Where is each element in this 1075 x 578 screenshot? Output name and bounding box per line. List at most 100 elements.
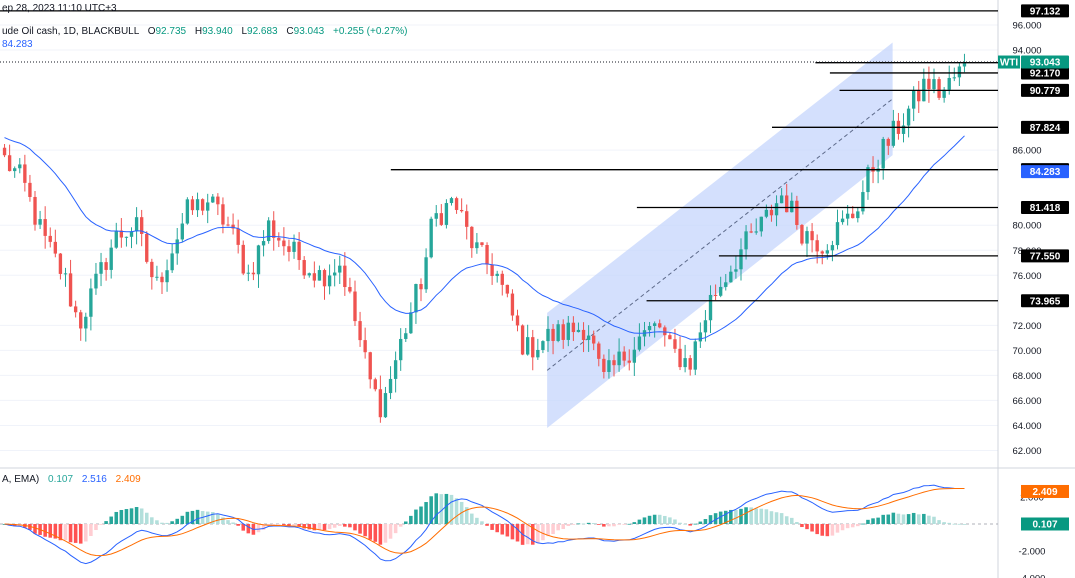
macd-histogram-bar bbox=[784, 516, 789, 524]
macd-histogram-bar bbox=[403, 521, 408, 524]
macd-histogram-bar bbox=[383, 524, 388, 543]
candle bbox=[724, 282, 728, 287]
candle bbox=[571, 322, 576, 333]
candle bbox=[383, 393, 388, 418]
ohlc-high-label: H bbox=[194, 26, 203, 37]
macd-histogram-bar bbox=[805, 524, 809, 530]
candle bbox=[424, 257, 428, 290]
macd-histogram-bar bbox=[663, 515, 667, 524]
macd-histogram-bar bbox=[236, 524, 240, 526]
price-tick-label: 76.000 bbox=[1012, 271, 1041, 282]
macd-histogram-bar bbox=[652, 514, 657, 524]
macd-histogram-bar bbox=[261, 524, 266, 530]
macd-histogram-bar bbox=[358, 524, 362, 534]
macd-histogram-bar bbox=[373, 524, 378, 542]
ema-legend[interactable]: 84.283 bbox=[2, 39, 33, 50]
candle bbox=[779, 195, 784, 204]
candle bbox=[53, 241, 58, 254]
level-badge-bg bbox=[1021, 120, 1069, 134]
macd-histogram-bar bbox=[541, 524, 545, 541]
macd-histogram-bar bbox=[734, 509, 738, 524]
macd-tick-label: 2.000 bbox=[1020, 493, 1044, 504]
macd-signal-badge-bg bbox=[1021, 484, 1069, 498]
candle bbox=[282, 240, 286, 247]
macd-histogram-bar bbox=[525, 524, 530, 545]
macd-histogram-bar bbox=[378, 524, 383, 545]
candle bbox=[414, 284, 418, 313]
macd-histogram-bar bbox=[139, 508, 144, 524]
macd-histogram-bar bbox=[744, 507, 748, 524]
macd-histogram-bar bbox=[241, 524, 246, 531]
macd-histogram-bar bbox=[530, 524, 535, 545]
candle bbox=[302, 260, 306, 276]
macd-histogram-bar bbox=[277, 524, 281, 525]
level-badge-bg bbox=[1021, 83, 1069, 97]
candle bbox=[73, 306, 78, 313]
macd-histogram-bar bbox=[647, 515, 652, 524]
macd-histogram-bar bbox=[947, 522, 952, 524]
macd-histogram-bar bbox=[409, 515, 413, 524]
candle bbox=[901, 125, 906, 134]
candle bbox=[68, 273, 73, 307]
macd-legend[interactable]: A, EMA) 0.107 2.516 2.409 bbox=[2, 474, 141, 485]
candle bbox=[663, 327, 667, 336]
candle bbox=[261, 241, 266, 246]
candle bbox=[226, 224, 230, 226]
chart-timestamp: ep 28, 2023 11:10 UTC+3 bbox=[2, 3, 117, 14]
macd-histogram-bar bbox=[109, 516, 113, 524]
candle bbox=[805, 231, 809, 244]
macd-histogram-bar bbox=[622, 524, 626, 525]
candle bbox=[353, 291, 357, 322]
macd-histogram-bar bbox=[429, 496, 433, 524]
macd-histogram-bar bbox=[495, 524, 499, 533]
candle bbox=[277, 237, 281, 241]
macd-histogram-bar bbox=[216, 513, 220, 524]
candle bbox=[581, 329, 586, 340]
macd-histogram-bar bbox=[637, 519, 642, 524]
macd-histogram-bar bbox=[566, 524, 571, 526]
macd-histogram-bar bbox=[439, 494, 444, 524]
macd-histogram-bar bbox=[231, 522, 235, 524]
macd-signal-badge: 2.409 bbox=[1032, 487, 1057, 498]
macd-histogram-bar bbox=[586, 522, 591, 524]
macd-histogram-bar bbox=[337, 524, 342, 526]
macd-name: A, EMA) bbox=[2, 474, 40, 485]
candle bbox=[272, 220, 276, 238]
candle bbox=[327, 275, 332, 287]
candle bbox=[546, 328, 550, 342]
candle bbox=[7, 155, 12, 172]
candle bbox=[119, 230, 124, 238]
symbol-tag-bg bbox=[998, 55, 1020, 69]
symbol-legend[interactable]: ude Oil cash, 1D, BLACKBULL O92.735 H93.… bbox=[2, 26, 408, 37]
price-tick-label: 86.000 bbox=[1012, 146, 1041, 157]
macd-histogram-bar bbox=[307, 524, 312, 530]
candle bbox=[444, 203, 449, 225]
macd-histogram-bar bbox=[927, 515, 931, 524]
candle bbox=[754, 231, 758, 233]
macd-histogram-bar bbox=[388, 524, 393, 539]
candle bbox=[114, 230, 118, 248]
candle bbox=[917, 90, 921, 102]
price-tick-label: 68.000 bbox=[1012, 371, 1041, 382]
candle bbox=[185, 199, 190, 224]
candle bbox=[866, 167, 870, 193]
macd-histogram-bar bbox=[668, 517, 672, 524]
candle bbox=[358, 321, 362, 341]
macd-histogram-bar bbox=[581, 523, 586, 525]
candle bbox=[602, 358, 606, 372]
candle bbox=[713, 294, 718, 296]
candle bbox=[216, 196, 220, 205]
candle bbox=[718, 286, 723, 296]
ema-line bbox=[4, 135, 965, 340]
candle bbox=[520, 325, 525, 355]
ohlc-change: +0.255 (+0.27%) bbox=[333, 26, 408, 37]
candle bbox=[835, 222, 840, 246]
macd-histogram-bar bbox=[282, 524, 286, 526]
macd-histogram-bar bbox=[891, 512, 896, 524]
macd-histogram-bar bbox=[536, 524, 540, 544]
candle bbox=[165, 270, 169, 283]
macd-histogram-bar bbox=[713, 513, 718, 524]
macd-histogram-bar bbox=[901, 514, 906, 524]
price-tick-label: 94.000 bbox=[1012, 46, 1041, 57]
